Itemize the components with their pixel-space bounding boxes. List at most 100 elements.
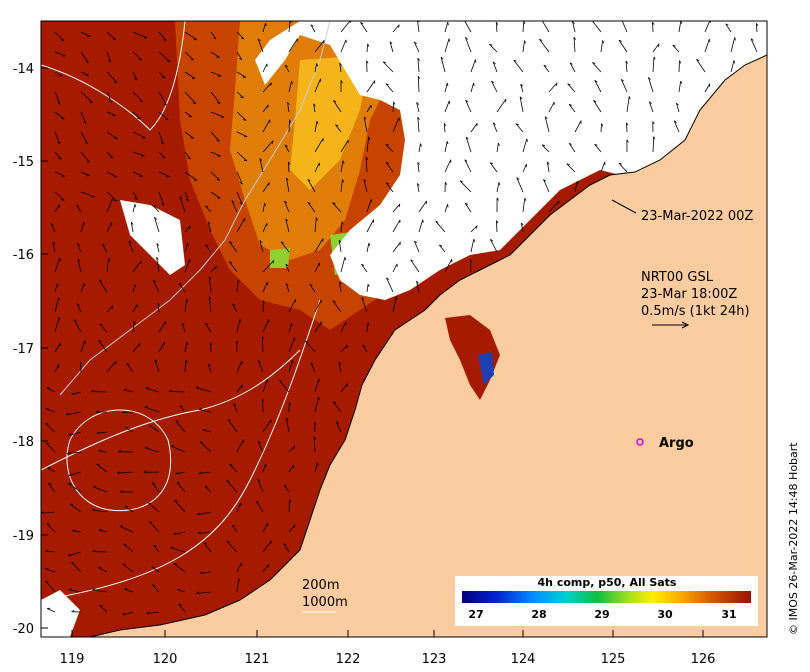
estuary-blue-patch — [478, 352, 494, 385]
current-vector — [593, 100, 602, 113]
current-vector-head — [473, 82, 475, 86]
current-vector-head — [262, 398, 265, 402]
current-vector-head — [270, 82, 272, 86]
current-vector — [444, 259, 453, 273]
contour-1000m-west — [41, 349, 301, 471]
current-vector-head — [229, 463, 233, 466]
current-vector — [470, 239, 475, 253]
current-vector-head — [318, 378, 320, 382]
x-tick-label: 122 — [336, 652, 361, 667]
current-vector-head — [340, 80, 343, 84]
current-vector-head — [346, 345, 348, 349]
current-vector — [314, 78, 321, 93]
current-vector — [513, 59, 524, 73]
current-vector-head — [648, 77, 651, 80]
current-vector — [80, 71, 89, 76]
current-vector — [464, 159, 472, 173]
sst-yellow-patches — [290, 55, 370, 190]
current-vector-head — [173, 532, 177, 535]
current-vector-head — [122, 410, 126, 414]
current-vector-head — [85, 61, 89, 64]
current-vector-head — [179, 196, 183, 200]
current-vector-head — [292, 360, 294, 364]
current-vector-head — [199, 571, 203, 574]
current-vector — [257, 360, 264, 373]
current-vector-head — [189, 259, 191, 263]
current-vector-head — [265, 23, 267, 27]
current-vector-head — [341, 221, 344, 225]
current-vector — [730, 60, 735, 73]
map-plot-area — [41, 21, 767, 637]
current-vector — [196, 591, 212, 594]
current-vector-head — [361, 297, 365, 300]
current-vector — [470, 59, 476, 73]
current-vector-head — [339, 62, 342, 66]
current-vector — [730, 37, 736, 53]
current-vector-head — [239, 202, 243, 205]
current-vector-head — [286, 417, 289, 421]
current-vector-head — [57, 283, 59, 287]
current-vector-head — [77, 243, 80, 246]
current-vector-head — [566, 163, 570, 165]
current-vector — [132, 51, 143, 61]
current-vector-head — [237, 279, 240, 283]
current-vector — [338, 240, 342, 253]
colorbar-tick-label: 30 — [657, 608, 673, 621]
current-vector-head — [91, 389, 95, 392]
current-vector — [80, 171, 90, 176]
current-vector — [360, 22, 368, 33]
current-vector-head — [618, 39, 622, 42]
current-vector-head — [524, 40, 526, 44]
current-vector — [548, 200, 560, 213]
current-vector-head — [45, 442, 49, 445]
current-vector — [106, 31, 117, 41]
current-vector-head — [399, 242, 401, 246]
current-vector — [179, 196, 186, 213]
current-vector — [366, 322, 369, 333]
current-vector — [130, 222, 134, 233]
current-vector-head — [186, 298, 189, 302]
current-vectors — [41, 21, 759, 616]
current-vector — [236, 171, 243, 185]
current-vector — [547, 161, 550, 173]
current-vector — [67, 451, 82, 455]
current-vector — [444, 100, 450, 113]
current-vector — [314, 396, 319, 413]
current-vector-head — [111, 305, 114, 309]
argo-label: Argo — [659, 436, 694, 451]
current-vector — [158, 341, 165, 353]
current-vector-head — [113, 81, 118, 84]
current-vector-head — [86, 160, 90, 163]
current-vector — [672, 44, 680, 53]
current-vector-head — [447, 204, 449, 208]
current-vector — [496, 98, 507, 113]
current-vector — [262, 82, 272, 93]
current-vector-head — [176, 481, 180, 484]
current-vector — [146, 611, 160, 614]
current-vector-head — [108, 257, 111, 262]
current-vector — [156, 243, 160, 253]
current-vector-head — [498, 182, 501, 186]
current-vector-head — [84, 141, 88, 145]
current-vector — [520, 84, 524, 93]
current-vector — [520, 222, 524, 233]
current-vector-head — [77, 258, 81, 262]
current-vector — [340, 221, 343, 233]
current-vector-head — [205, 322, 209, 326]
current-vector-head — [264, 203, 266, 207]
current-vector — [313, 103, 316, 113]
current-vector — [392, 117, 400, 133]
current-vector — [314, 422, 316, 433]
current-vector-head — [621, 78, 624, 82]
current-vector-head — [568, 142, 572, 145]
current-vector — [123, 543, 134, 553]
current-vector — [544, 116, 550, 133]
current-vector — [54, 151, 62, 160]
current-vector-head — [68, 473, 72, 477]
colorbar-tick-label: 31 — [721, 608, 736, 621]
current-vector-head — [271, 140, 274, 144]
current-vector-head — [52, 241, 56, 245]
current-vector-head — [160, 141, 164, 145]
current-vector-head — [74, 319, 78, 322]
current-vector — [54, 31, 65, 41]
